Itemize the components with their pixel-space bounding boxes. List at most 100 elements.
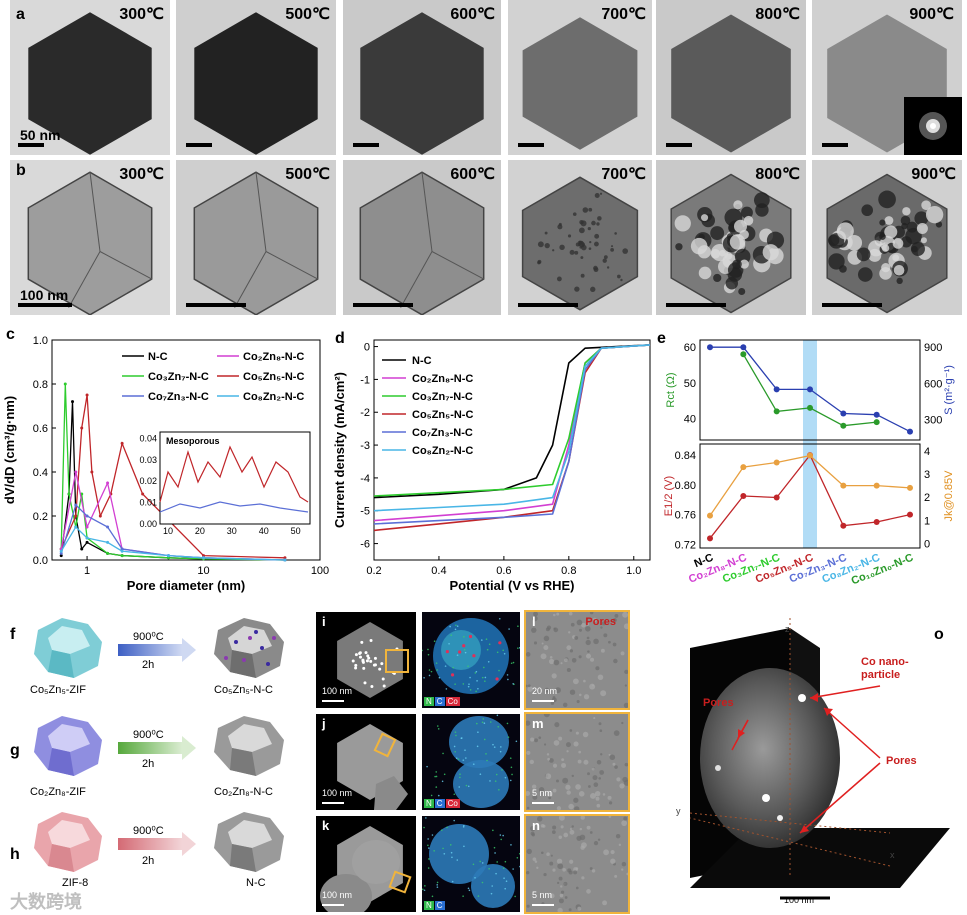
c-point: [63, 382, 67, 386]
tem-b-5: 800℃: [656, 160, 806, 315]
eds-panel-m: m 5 nm: [524, 712, 630, 812]
pore-distribution-chart: 0.0 0.2 0.4 0.6 0.8 1.0 1 10 100 Pore diameter (n…: [2, 335, 329, 593]
d-legend-label: Co₇Zn₃-N-C: [412, 427, 473, 439]
temperature-label: 300℃: [119, 166, 164, 183]
tem-a-5: 800℃: [656, 0, 806, 155]
scheme-f-to: Co₅Zn₅-N-C: [214, 684, 273, 696]
eds-scale-bar: [532, 700, 554, 702]
c-point: [120, 554, 124, 558]
c-inset-ytick: 0.03: [139, 455, 157, 465]
c-point: [283, 556, 287, 560]
e-rct-point: [740, 351, 747, 358]
panel-label-d: d: [335, 330, 345, 347]
c-point: [85, 514, 89, 518]
d-frame: [373, 339, 651, 561]
co2zn8-nc-polyhedron: [214, 716, 284, 776]
panel-label-n: n: [532, 818, 540, 833]
e-top-left-tick: 60: [684, 342, 696, 354]
e-top-frame: [699, 339, 921, 441]
e-s-point: [840, 410, 847, 417]
lsv-chart: 0 -1 -2 -3 -4 -5 -6 0.2 0.4 0.6 0.8 1.0 Potential (V…: [332, 339, 651, 593]
c-xlabel: Pore diameter (nm): [127, 578, 245, 593]
c-point: [67, 492, 71, 496]
c-inset-series: [159, 445, 309, 503]
panel-label-f: f: [10, 626, 16, 643]
scale-bar: [518, 143, 544, 147]
e-top-right-tick: 900: [924, 342, 942, 354]
eds-legend: N C Co: [424, 697, 461, 706]
e-bottom-left-tick: 0.72: [675, 539, 696, 551]
synthesis-schemes: [34, 618, 284, 872]
eds-scale-bar: [532, 802, 554, 804]
tem-b-1: 300℃ 100 nm: [10, 160, 170, 315]
eds-legend: N C Co: [424, 799, 461, 808]
panel-label-c: c: [6, 326, 15, 343]
co5zn5-zif-polyhedron: [34, 618, 102, 678]
scale-bar: [186, 143, 212, 147]
e-e12-label: E1/2 (V): [663, 476, 675, 516]
scale-bar: [18, 143, 44, 147]
scheme-g: [34, 716, 284, 776]
e-rct-point: [773, 408, 780, 415]
tem-a-4: 700℃: [508, 0, 652, 155]
tem-a-1: 300℃ 50 nm: [10, 0, 170, 155]
eds-legend-c_label: C: [434, 697, 445, 706]
region-box: [373, 732, 397, 758]
c-inset-xtick: 40: [259, 526, 269, 536]
eds-panel-n: n 5 nm: [524, 814, 630, 914]
eds-panel-map-1: N C Co: [422, 612, 520, 708]
c-inset-ytick: 0.01: [139, 498, 157, 508]
e-s-point: [907, 428, 913, 435]
c-point: [90, 470, 94, 474]
scale-bar: [518, 303, 578, 307]
eds-legend-n_label: N: [424, 799, 434, 808]
scale-bar: [822, 143, 848, 147]
panel-label-b: b: [16, 162, 26, 179]
particle-hexagon: [27, 171, 153, 315]
e-jk-label: Jk@0.85V: [943, 470, 955, 522]
e-bottom-frame: [699, 443, 921, 549]
c-inset-xtick: 30: [227, 526, 237, 536]
particle-hexagon: [359, 171, 485, 315]
particle-3d: [700, 668, 840, 848]
scale-bar: [353, 143, 379, 147]
particle-hexagon: [360, 12, 484, 155]
eds-scale-bar: [532, 904, 554, 906]
c-legend-label: Co₇Zn₃-N-C: [148, 391, 209, 403]
o-axis-y: y: [676, 806, 681, 816]
d-legend-label: Co₃Zn₇-N-C: [412, 391, 473, 403]
region-box: [388, 870, 412, 894]
o-axis-z: z: [785, 624, 790, 634]
d-ytick-label: -3: [360, 440, 370, 452]
eds-legend-n_label: N: [424, 901, 434, 910]
zif8-polyhedron: [34, 812, 102, 872]
c-point: [74, 525, 78, 529]
e-jk-point: [840, 482, 847, 489]
c-point: [120, 441, 124, 445]
eds-legend-n_label: N: [424, 697, 434, 706]
haadf-particle: [337, 622, 403, 698]
temperature-label: 500℃: [285, 6, 330, 23]
scale-bar: [353, 303, 413, 307]
tem-a-3: 600℃: [343, 0, 501, 155]
temperature-label: 700℃: [601, 6, 646, 23]
e-s-point: [873, 411, 880, 418]
c-inset-series-2: [159, 501, 309, 513]
c-inset-ytick: 0.02: [139, 476, 157, 486]
c-ytick-label: 0.0: [33, 555, 48, 567]
e-e12-point: [773, 494, 780, 501]
c-point: [106, 540, 110, 544]
c-point: [120, 547, 124, 551]
eds-legend-co_label: Co: [445, 697, 460, 706]
c-ytick-label: 0.4: [33, 467, 48, 479]
c-point: [74, 503, 78, 507]
d-series-line: [373, 344, 651, 512]
d-legend-label: Co₈Zn₂-N-C: [412, 445, 473, 457]
scheme-g-cond: 900⁰C: [133, 729, 164, 741]
tem-b-6: 900℃: [812, 160, 962, 315]
temperature-label: 900℃: [909, 6, 954, 23]
o-scale-text: 100 nm: [784, 895, 815, 905]
watermark: 大数跨境: [10, 892, 82, 912]
e-s-point: [740, 344, 747, 351]
